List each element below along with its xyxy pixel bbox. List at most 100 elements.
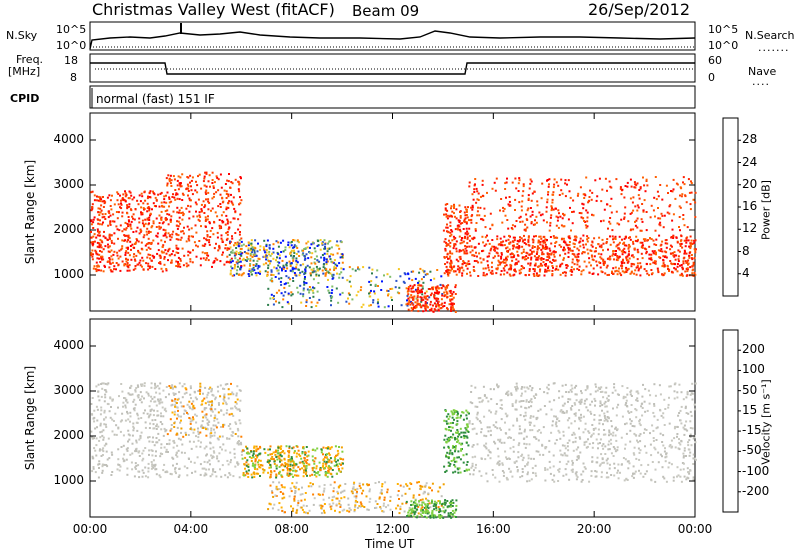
data-cell	[347, 497, 350, 500]
data-cell	[689, 208, 692, 211]
data-cell	[293, 474, 296, 477]
data-cell	[522, 251, 525, 253]
data-cell	[192, 404, 195, 407]
data-cell	[439, 307, 442, 310]
data-cell	[258, 459, 260, 462]
data-cell	[234, 465, 237, 468]
data-cell	[390, 296, 393, 299]
data-cell	[197, 198, 200, 201]
data-cell	[455, 516, 457, 518]
data-cell	[303, 459, 306, 462]
data-cell	[225, 403, 228, 406]
data-cell	[321, 269, 324, 272]
data-cell	[654, 176, 657, 178]
data-cell	[206, 218, 209, 221]
data-cell	[588, 271, 591, 274]
data-cell	[604, 272, 607, 275]
data-cell	[662, 258, 665, 261]
data-cell	[250, 460, 253, 462]
data-cell	[322, 263, 325, 266]
data-cell	[158, 227, 161, 229]
data-cell	[229, 259, 232, 261]
data-cell	[331, 289, 334, 292]
data-cell	[424, 484, 427, 487]
data-cell	[281, 463, 284, 466]
data-cell	[169, 218, 172, 221]
data-cell	[276, 269, 279, 272]
data-cell	[109, 220, 112, 223]
data-cell	[249, 254, 252, 257]
data-cell	[338, 276, 341, 279]
data-cell	[323, 484, 326, 486]
data-cell	[119, 194, 121, 197]
data-cell	[179, 401, 182, 404]
data-cell	[169, 220, 172, 223]
data-cell	[521, 256, 524, 259]
data-cell	[444, 509, 447, 512]
data-cell	[681, 274, 684, 277]
data-cell	[471, 204, 474, 207]
data-cell	[324, 456, 326, 459]
data-cell	[547, 259, 549, 262]
data-cell	[319, 469, 322, 471]
data-cell	[163, 408, 166, 411]
data-cell	[129, 420, 131, 423]
data-cell	[381, 280, 383, 283]
data-cell	[219, 468, 221, 471]
data-cell	[228, 226, 231, 229]
data-cell	[330, 296, 333, 299]
data-cell	[176, 206, 179, 209]
data-cell	[694, 273, 697, 276]
data-cell	[95, 236, 98, 239]
data-cell	[139, 264, 142, 267]
data-cell	[333, 495, 336, 498]
data-cell	[161, 251, 164, 254]
data-cell	[326, 252, 329, 255]
data-cell	[96, 253, 99, 256]
data-cell	[91, 190, 94, 193]
data-cell	[267, 264, 270, 267]
data-cell	[91, 244, 94, 247]
data-cell	[412, 510, 415, 513]
data-cell	[275, 267, 278, 270]
data-cell	[327, 460, 330, 463]
data-cell	[136, 384, 139, 387]
data-cell	[284, 511, 286, 514]
data-cell	[168, 385, 171, 387]
data-cell	[104, 393, 107, 396]
data-cell	[429, 288, 432, 291]
data-cell	[97, 476, 100, 479]
data-cell	[585, 209, 588, 212]
data-cell	[239, 250, 242, 253]
data-cell	[212, 233, 215, 236]
data-cell	[306, 455, 309, 458]
data-cell	[101, 471, 104, 474]
data-cell	[188, 210, 191, 213]
data-cell	[336, 454, 339, 457]
data-cell	[411, 290, 414, 293]
data-cell	[408, 509, 411, 512]
data-cell	[412, 303, 415, 306]
data-cell	[343, 508, 346, 511]
data-cell	[449, 221, 452, 224]
data-cell	[316, 301, 319, 304]
data-cell	[451, 306, 454, 309]
data-cell	[211, 182, 214, 184]
data-cell	[616, 256, 619, 259]
data-cell	[297, 499, 300, 502]
data-cell	[177, 476, 180, 478]
data-cell	[437, 506, 440, 509]
data-cell	[184, 431, 187, 434]
data-cell	[477, 192, 480, 195]
data-cell	[357, 267, 359, 270]
data-cell	[514, 177, 517, 180]
data-cell	[183, 392, 186, 395]
data-cell	[135, 387, 138, 390]
data-cell	[607, 257, 610, 260]
data-cell	[414, 505, 417, 507]
data-cell	[634, 205, 637, 208]
data-cell	[178, 391, 181, 394]
data-cell	[101, 241, 104, 244]
data-cell	[691, 272, 694, 275]
data-cell	[476, 190, 479, 193]
